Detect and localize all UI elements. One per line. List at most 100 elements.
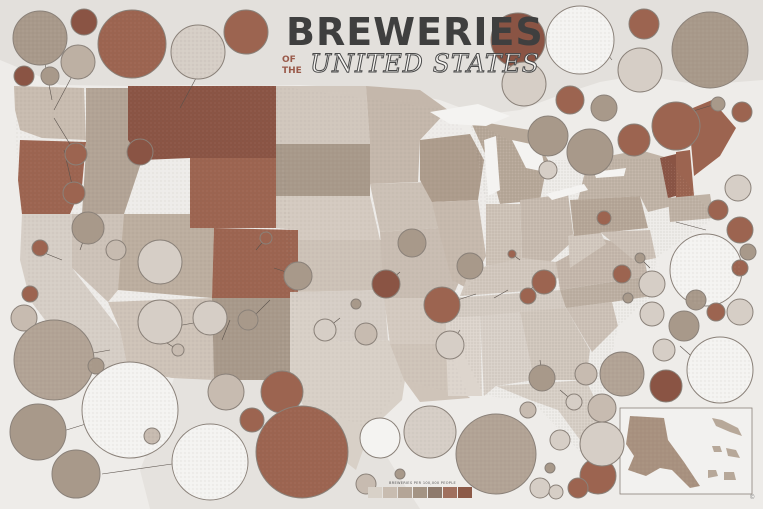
lake-superior	[430, 104, 510, 126]
callout-mi-3	[555, 85, 585, 115]
callout-tx-dfw	[359, 417, 401, 459]
callout-sc-2	[612, 264, 632, 284]
callout-ca-small-5	[9, 403, 67, 461]
state-maine	[688, 100, 736, 176]
callout-nc-1	[652, 338, 676, 362]
callout-ohio-2	[710, 96, 726, 112]
brewery-dots-east	[446, 120, 714, 470]
callout-wa-small-3	[223, 9, 269, 55]
callout-il-1	[519, 287, 537, 305]
legend-swatch	[383, 487, 397, 498]
callout-ok-2	[354, 322, 378, 346]
callout-minn	[456, 252, 484, 280]
callout-eugene	[62, 181, 86, 205]
callout-tx-small-2	[394, 468, 406, 480]
legend-swatch	[368, 487, 382, 498]
callout-pitt	[566, 128, 614, 176]
hawaii-islands-2	[712, 446, 740, 458]
lake-ontario	[594, 168, 626, 178]
callout-nj-2	[634, 252, 646, 264]
territory-islands	[708, 470, 736, 480]
callout-mi-4	[617, 47, 663, 93]
callout-phoenix	[207, 373, 245, 411]
callout-ms-small	[519, 401, 537, 419]
callout-sc	[579, 421, 625, 467]
callout-nv-small	[171, 343, 185, 357]
callout-milwaukee	[628, 8, 660, 40]
density-legend: BREWERIES PER 100,000 PEOPLE	[365, 481, 480, 501]
callout-utah-2	[192, 300, 228, 336]
great-lakes	[430, 104, 626, 200]
callout-reno	[105, 239, 127, 261]
callout-nc-ral	[649, 369, 683, 403]
callout-wa-small-1	[70, 8, 98, 36]
callout-la-nola	[529, 477, 551, 499]
title-subtitle: UNITED STATES	[310, 49, 540, 78]
legend-swatch	[413, 487, 427, 498]
callout-ny-2	[707, 199, 729, 221]
callout-omaha	[397, 228, 427, 258]
callout-wa-small-4	[13, 65, 35, 87]
callout-ca-north-2	[31, 239, 49, 257]
callout-texture	[14, 7, 752, 499]
callout-sacramento	[137, 239, 183, 285]
callout-slc	[137, 299, 183, 345]
callout-ny-1	[724, 174, 752, 202]
legend-title: BREWERIES PER 100,000 PEOPLE	[389, 481, 456, 485]
legend-swatch	[458, 487, 472, 498]
callout-bottom-2	[567, 477, 589, 499]
callout-ny-3	[726, 216, 754, 244]
callout-tn	[528, 364, 556, 392]
callout-va-3	[668, 310, 700, 342]
callout-fl-3	[549, 429, 571, 451]
alaska-hawaii-inset	[619, 407, 753, 495]
callout-ca-north-4	[10, 304, 38, 332]
callout-va-1	[726, 298, 754, 326]
callout-va-2	[639, 301, 665, 327]
legend-swatch	[428, 487, 442, 498]
callout-fl-2	[574, 362, 598, 386]
callout-bottom-1	[548, 484, 564, 500]
callout-mpls	[507, 249, 517, 259]
poster-title: BREWERIES OF THE UNITED STATES	[280, 12, 543, 82]
state-hawaii	[712, 418, 742, 436]
title-of: OF	[282, 55, 296, 65]
alaska-detail	[626, 416, 700, 488]
callout-ga-2	[596, 210, 612, 226]
callout-az-small	[239, 407, 265, 433]
callout-oregon-1	[64, 142, 88, 166]
callout-de	[706, 302, 726, 322]
callout-mi-2	[501, 61, 547, 107]
callout-me-1	[622, 292, 634, 304]
lake-michigan	[484, 136, 500, 196]
callout-fl-tampa	[587, 393, 617, 423]
callout-cleveland	[527, 115, 569, 157]
legend-swatch	[398, 487, 412, 498]
callout-mi-5	[590, 94, 618, 122]
callout-co-small	[237, 309, 259, 331]
callout-wa-small-5	[40, 66, 60, 86]
brewery-dots-central	[270, 86, 488, 430]
legend-color-scale	[368, 487, 472, 498]
callout-pa-2	[617, 123, 651, 157]
callout-ks-small	[350, 298, 362, 310]
title-the: THE	[282, 66, 302, 76]
callout-ca-north-3	[21, 285, 39, 303]
callout-ohio-3	[731, 101, 753, 123]
callout-stl	[423, 286, 461, 324]
callout-kc	[371, 269, 401, 299]
callout-ohio-1	[651, 101, 701, 151]
copyright-mark: ©	[750, 495, 755, 501]
callout-la-small	[544, 462, 556, 474]
lake-erie	[546, 184, 588, 200]
callout-ar	[435, 330, 465, 360]
callout-nj-1	[638, 270, 666, 298]
callout-il-2	[531, 269, 557, 295]
callout-boulder	[283, 261, 313, 291]
callout-fl-1	[565, 393, 583, 411]
callout-wa-small-2	[60, 44, 96, 80]
callout-ny-4	[739, 243, 757, 261]
callout-san-diego	[51, 449, 101, 499]
